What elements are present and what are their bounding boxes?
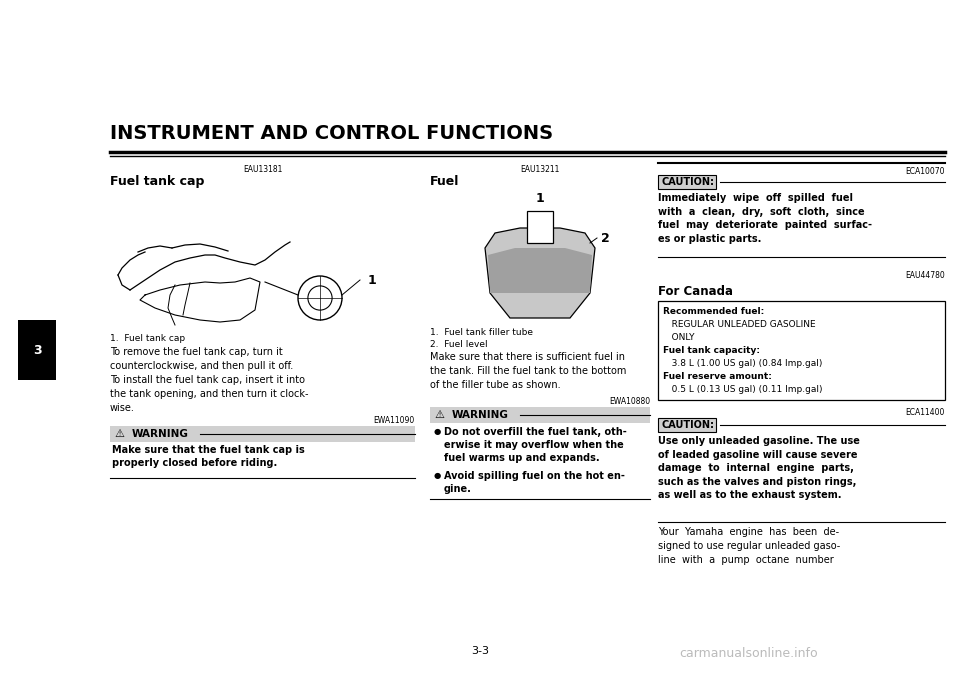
Text: Make sure that there is sufficient fuel in
the tank. Fill the fuel tank to the b: Make sure that there is sufficient fuel … — [430, 352, 626, 390]
Text: 1: 1 — [536, 193, 544, 205]
Text: Fuel: Fuel — [430, 175, 460, 188]
Text: WARNING: WARNING — [452, 410, 509, 420]
Polygon shape — [488, 248, 592, 293]
Text: EAU44780: EAU44780 — [905, 271, 945, 280]
Text: Use only unleaded gasoline. The use
of leaded gasoline will cause severe
damage : Use only unleaded gasoline. The use of l… — [658, 436, 860, 500]
Text: EWA11090: EWA11090 — [373, 416, 415, 425]
Text: EWA10880: EWA10880 — [609, 397, 650, 406]
Bar — [18, 320, 56, 380]
Text: ●: ● — [434, 427, 442, 436]
Text: ⚠: ⚠ — [434, 410, 444, 420]
Text: REGULAR UNLEADED GASOLINE: REGULAR UNLEADED GASOLINE — [663, 320, 816, 329]
Text: Immediately  wipe  off  spilled  fuel
with  a  clean,  dry,  soft  cloth,  since: Immediately wipe off spilled fuel with a… — [658, 193, 872, 244]
Text: ⚠: ⚠ — [114, 429, 124, 439]
Text: Fuel reserve amount:: Fuel reserve amount: — [663, 372, 772, 381]
Text: Fuel tank cap: Fuel tank cap — [110, 175, 204, 188]
Text: Recommended fuel:: Recommended fuel: — [663, 307, 764, 316]
Text: ECA10070: ECA10070 — [905, 167, 945, 176]
Bar — [430, 407, 650, 423]
Text: 3: 3 — [33, 344, 41, 357]
Text: INSTRUMENT AND CONTROL FUNCTIONS: INSTRUMENT AND CONTROL FUNCTIONS — [110, 124, 553, 143]
Bar — [110, 426, 415, 442]
Text: Your  Yamaha  engine  has  been  de-
signed to use regular unleaded gaso-
line  : Your Yamaha engine has been de- signed t… — [658, 527, 840, 565]
Text: 3-3: 3-3 — [471, 646, 489, 656]
Text: ECA11400: ECA11400 — [905, 408, 945, 417]
Text: To remove the fuel tank cap, turn it
counterclockwise, and then pull it off.
To : To remove the fuel tank cap, turn it cou… — [110, 347, 308, 413]
Text: Do not overfill the fuel tank, oth-
erwise it may overflow when the
fuel warms u: Do not overfill the fuel tank, oth- erwi… — [444, 427, 627, 463]
Text: 2.  Fuel level: 2. Fuel level — [430, 340, 488, 349]
Polygon shape — [485, 228, 595, 318]
Bar — [658, 175, 716, 189]
Bar — [658, 418, 716, 432]
Text: 1.  Fuel tank cap: 1. Fuel tank cap — [110, 334, 185, 343]
Text: 1.  Fuel tank filler tube: 1. Fuel tank filler tube — [430, 328, 533, 337]
Text: 0.5 L (0.13 US gal) (0.11 Imp.gal): 0.5 L (0.13 US gal) (0.11 Imp.gal) — [663, 385, 823, 394]
Text: For Canada: For Canada — [658, 285, 733, 298]
Text: 2: 2 — [601, 231, 610, 245]
Text: EAU13181: EAU13181 — [243, 165, 282, 174]
Text: Avoid spilling fuel on the hot en-
gine.: Avoid spilling fuel on the hot en- gine. — [444, 471, 625, 494]
Text: 1: 1 — [368, 273, 376, 287]
Text: Make sure that the fuel tank cap is
properly closed before riding.: Make sure that the fuel tank cap is prop… — [112, 445, 304, 468]
Text: CAUTION:: CAUTION: — [662, 177, 715, 187]
Text: WARNING: WARNING — [132, 429, 189, 439]
Bar — [658, 301, 945, 400]
Text: CAUTION:: CAUTION: — [662, 420, 715, 430]
Text: EAU13211: EAU13211 — [520, 165, 560, 174]
Text: ●: ● — [434, 471, 442, 480]
Text: Fuel tank capacity:: Fuel tank capacity: — [663, 346, 760, 355]
Text: 3.8 L (1.00 US gal) (0.84 Imp.gal): 3.8 L (1.00 US gal) (0.84 Imp.gal) — [663, 359, 823, 368]
Text: carmanualsonline.info: carmanualsonline.info — [680, 647, 818, 660]
Text: ONLY: ONLY — [663, 333, 694, 342]
Bar — [527, 211, 553, 243]
